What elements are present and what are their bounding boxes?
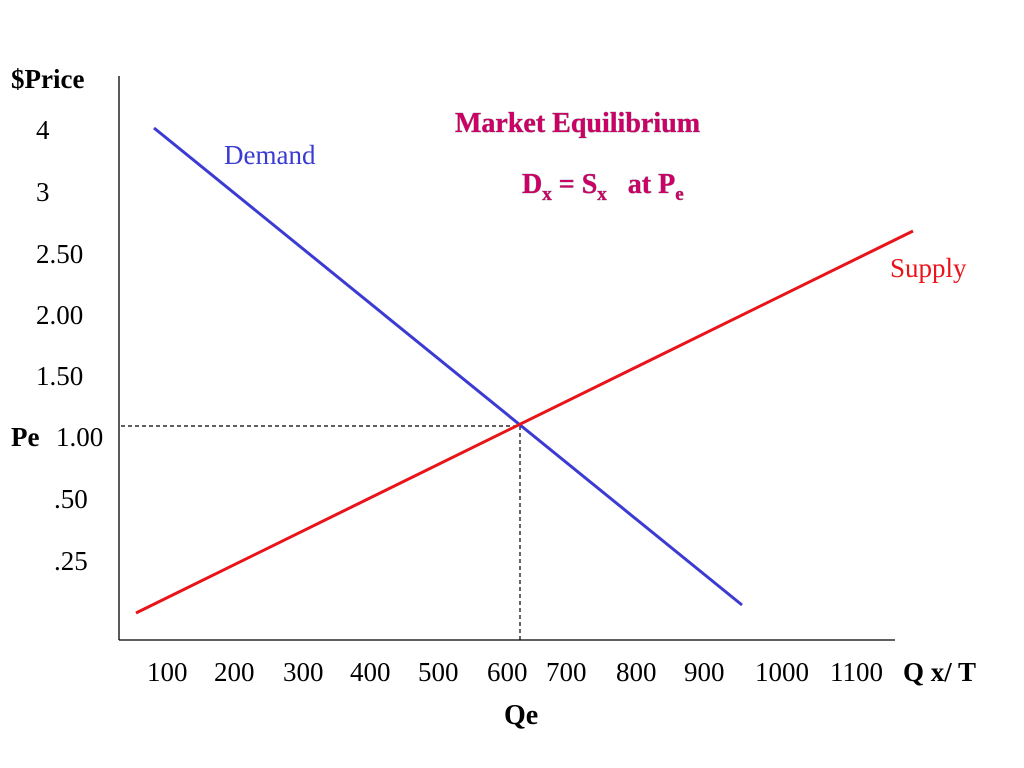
x-tick-label: 1000 (755, 657, 809, 687)
x-tick-label: 500 (418, 657, 459, 687)
y-axis-label: $Price (11, 64, 84, 94)
y-tick-label: 2.50 (36, 239, 83, 269)
x-axis-label: Q x/ T (903, 657, 976, 687)
x-tick-label: 400 (350, 657, 391, 687)
subtitle-p: P (658, 169, 675, 200)
x-tick-label: 600 (487, 657, 528, 687)
y-tick-label: 3 (36, 177, 50, 207)
x-tick-label: 300 (283, 657, 324, 687)
x-tick-label: 800 (616, 657, 657, 687)
x-tick-label: 1100 (830, 657, 883, 687)
chart-title: Market Equilibrium (455, 108, 700, 139)
subtitle-at: at (607, 169, 658, 200)
demand-label: Demand (224, 140, 316, 170)
y-tick-label: 4 (36, 115, 50, 145)
subtitle-s: S (582, 169, 598, 200)
chart-subtitle: Dx = Sx at Pe (522, 169, 684, 205)
x-tick-label: 200 (214, 657, 255, 687)
y-tick-label: 1.50 (36, 361, 83, 391)
x-tick-label: 900 (684, 657, 725, 687)
x-tick-label: 700 (546, 657, 587, 687)
supply-line (135, 229, 914, 615)
subtitle-d-sub: x (542, 184, 552, 205)
y-tick-label: .25 (54, 546, 88, 576)
x-tick-label: 100 (147, 657, 188, 687)
y-tick-label: .50 (54, 484, 88, 514)
subtitle-s-sub: x (597, 184, 607, 205)
subtitle-equals: = (552, 169, 582, 200)
subtitle-d: D (522, 169, 542, 200)
equilibrium-quantity-label: Qe (504, 700, 538, 731)
equilibrium-price-label: Pe (11, 422, 39, 452)
y-tick-label: 1.00 (56, 422, 103, 452)
y-tick-label: 2.00 (36, 300, 83, 330)
demand-line (153, 126, 743, 607)
subtitle-p-sub: e (675, 184, 683, 205)
supply-label: Supply (890, 253, 967, 283)
